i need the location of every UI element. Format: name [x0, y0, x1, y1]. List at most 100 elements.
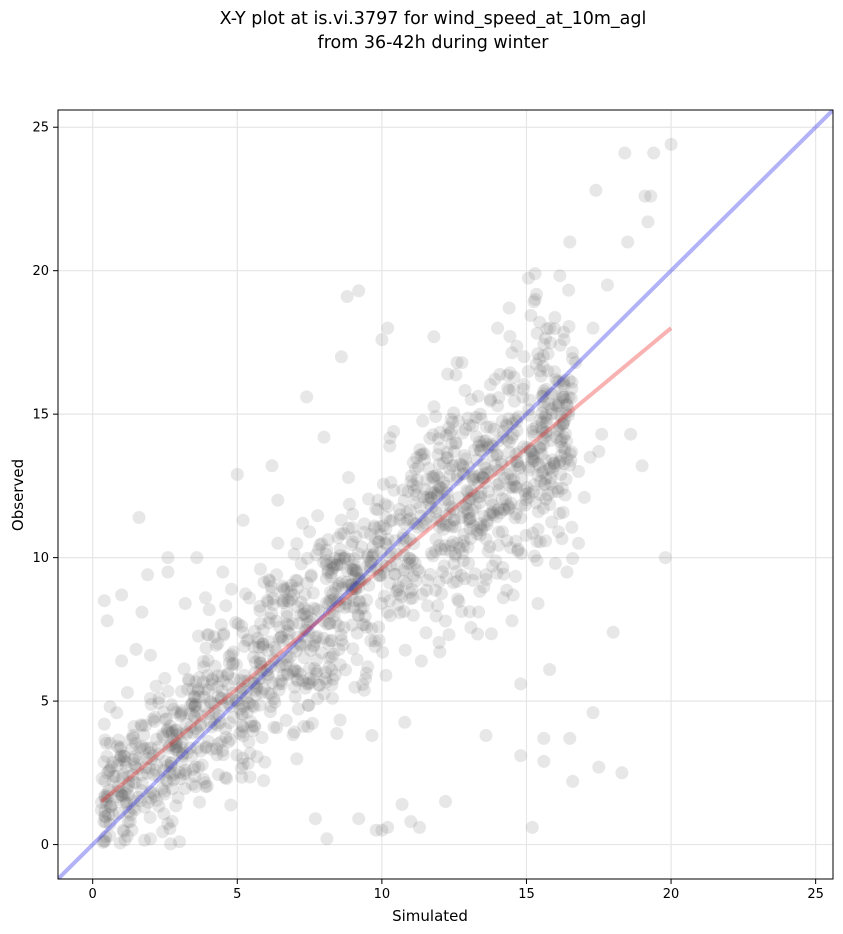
scatter-point: [398, 516, 412, 530]
scatter-point: [454, 568, 468, 582]
scatter-point: [445, 500, 458, 514]
scatter-point: [157, 807, 171, 821]
scatter-point: [236, 682, 250, 696]
scatter-point: [521, 441, 535, 454]
scatter-point: [103, 817, 117, 831]
scatter-point: [393, 513, 407, 527]
scatter-point: [323, 634, 337, 648]
scatter-point: [507, 382, 520, 396]
scatter-point: [252, 672, 266, 686]
scatter-point: [216, 698, 230, 712]
scatter-point: [419, 583, 433, 597]
scatter-point: [131, 762, 145, 776]
scatter-point: [294, 608, 308, 622]
scatter-point: [200, 628, 214, 642]
scatter-point: [341, 521, 355, 535]
scatter-point: [503, 329, 517, 343]
scatter-point: [169, 799, 183, 813]
scatter-point: [556, 391, 570, 404]
scatter-point: [373, 520, 387, 534]
scatter-point: [479, 729, 493, 742]
scatter-point: [99, 830, 113, 844]
scatter-point: [353, 595, 367, 609]
scatter-point: [530, 554, 544, 567]
scatter-point: [286, 617, 300, 631]
scatter-point: [373, 569, 386, 583]
scatter-point: [332, 643, 346, 656]
scatter-point: [461, 513, 475, 526]
scatter-point: [439, 479, 453, 493]
scatter-point: [249, 683, 263, 697]
scatter-point: [387, 425, 401, 438]
scatter-point: [466, 473, 480, 487]
scatter-point: [439, 571, 453, 585]
scatter-point: [399, 534, 413, 548]
scatter-point: [144, 648, 157, 662]
scatter-point: [183, 741, 197, 755]
scatter-point: [269, 644, 283, 658]
scatter-point: [470, 523, 484, 537]
scatter-point: [275, 594, 289, 608]
scatter-point: [248, 676, 261, 690]
scatter-point: [393, 606, 407, 620]
scatter-point: [500, 419, 514, 433]
scatter-point: [371, 562, 385, 576]
scatter-point: [484, 627, 498, 641]
scatter-point: [225, 582, 238, 596]
scatter-point: [384, 546, 398, 560]
scatter-point: [413, 820, 426, 834]
scatter-point: [330, 558, 344, 572]
scatter-point: [197, 660, 211, 674]
scatter-point: [169, 723, 183, 737]
scatter-point: [332, 577, 346, 591]
scatter-point: [327, 558, 340, 572]
scatter-point: [306, 586, 320, 600]
scatter-point: [541, 488, 555, 502]
scatter-point: [496, 430, 510, 444]
scatter-point: [241, 696, 255, 710]
scatter-point: [544, 434, 558, 448]
scatter-point: [98, 789, 112, 802]
scatter-point: [349, 580, 363, 594]
scatter-point: [383, 439, 397, 453]
scatter-point: [302, 625, 316, 639]
scatter-point: [95, 795, 108, 809]
scatter-point: [461, 540, 475, 554]
scatter-point: [102, 764, 116, 778]
scatter-point: [439, 795, 452, 808]
scatter-point: [156, 730, 170, 744]
scatter-point: [169, 740, 183, 753]
scatter-point: [313, 678, 327, 692]
scatter-point: [456, 467, 470, 481]
scatter-point: [447, 502, 460, 516]
scatter-point: [397, 605, 411, 618]
scatter-point: [172, 746, 186, 760]
scatter-point: [173, 772, 187, 786]
scatter-point: [400, 505, 414, 519]
scatter-point: [460, 483, 474, 497]
scatter-point: [559, 393, 573, 407]
scatter-point: [248, 666, 262, 680]
scatter-point: [116, 789, 130, 803]
scatter-point: [432, 539, 446, 552]
scatter-point: [319, 572, 333, 586]
scatter-point: [504, 541, 518, 555]
scatter-point: [350, 626, 364, 640]
scatter-point: [476, 471, 490, 485]
scatter-point: [164, 738, 178, 752]
scatter-point: [510, 424, 524, 438]
scatter-point: [226, 656, 240, 670]
scatter-point: [345, 521, 359, 535]
scatter-point: [325, 678, 339, 692]
scatter-point: [460, 502, 474, 516]
scatter-point: [257, 682, 271, 696]
scatter-point: [398, 643, 412, 657]
scatter-point: [537, 384, 551, 398]
scatter-point: [125, 742, 139, 756]
scatter-point: [110, 790, 124, 804]
scatter-point: [229, 616, 243, 629]
scatter-point: [557, 374, 571, 387]
scatter-point: [443, 518, 456, 532]
scatter-point: [280, 667, 294, 681]
scatter-point: [197, 690, 211, 704]
